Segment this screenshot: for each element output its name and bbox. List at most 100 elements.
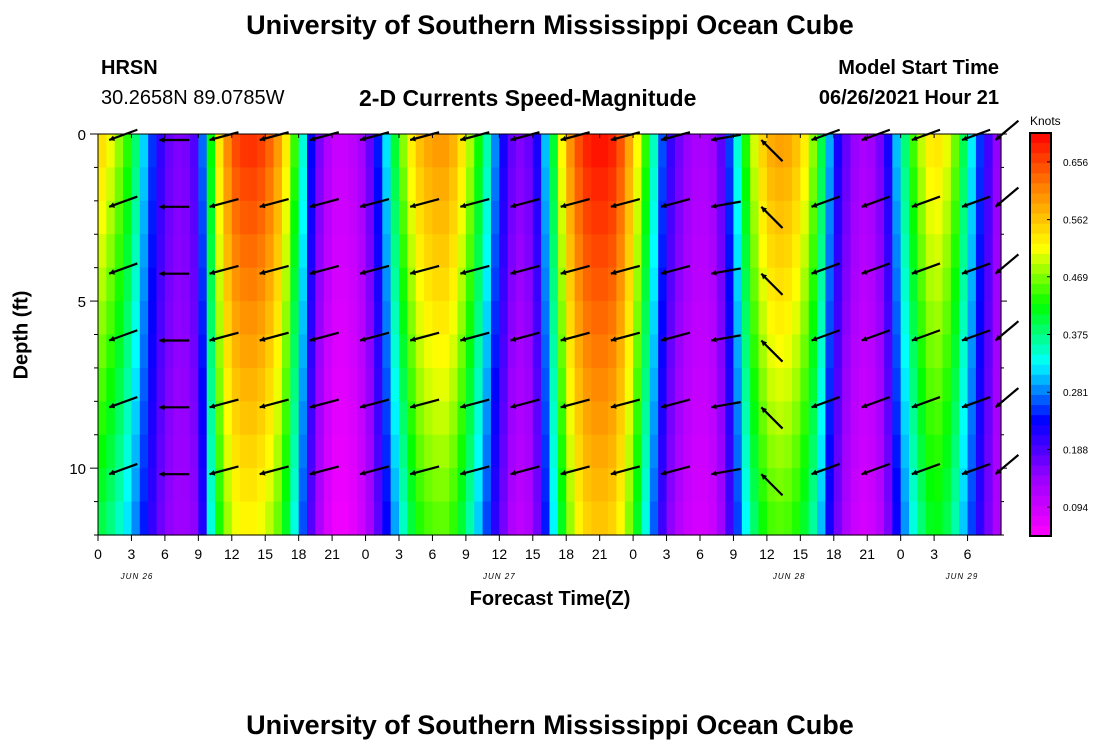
heatmap-cell — [850, 501, 860, 536]
heatmap-cell — [449, 434, 459, 469]
heatmap-cell — [449, 401, 459, 436]
heatmap-cell — [223, 468, 233, 503]
heatmap-cell — [950, 401, 960, 436]
heatmap-cell — [123, 501, 133, 536]
heatmap-cell — [733, 401, 743, 436]
vector-arrowhead — [711, 336, 717, 343]
heatmap-cell — [223, 167, 233, 202]
heatmap-cell — [424, 134, 434, 169]
x-tick-label: 9 — [194, 546, 202, 562]
heatmap-cell — [114, 134, 124, 169]
heatmap-cell — [758, 334, 768, 369]
heatmap-cell — [566, 267, 576, 302]
heatmap-cell — [357, 468, 367, 503]
heatmap-cell — [674, 167, 684, 202]
heatmap-cell — [240, 134, 250, 169]
heatmap-cell — [900, 301, 910, 336]
heatmap-cell — [808, 301, 818, 336]
heatmap-cell — [591, 434, 601, 469]
heatmap-cell — [917, 367, 927, 402]
heatmap-cell — [942, 334, 952, 369]
y-tick-label: 0 — [78, 127, 86, 144]
heatmap-cell — [390, 501, 400, 536]
vector-arrowhead — [109, 469, 116, 476]
heatmap-cell — [399, 301, 408, 336]
heatmap-cell — [750, 434, 760, 469]
heatmap-cell — [507, 267, 517, 302]
heatmap-cell — [925, 134, 935, 169]
vector-arrowhead — [811, 402, 818, 409]
y-axis: 0 5 10 — [69, 127, 1007, 536]
heatmap-cell — [833, 468, 843, 503]
model-start-time: 06/26/2021 Hour 21 — [818, 87, 999, 109]
heatmap-cell — [616, 167, 626, 202]
heatmap-cell — [424, 401, 434, 436]
heatmap-cell — [942, 468, 952, 503]
heatmap-cell — [591, 167, 601, 202]
vector-arrowhead — [510, 135, 517, 142]
heatmap-cell — [449, 234, 459, 269]
heatmap-cell — [791, 334, 801, 369]
heatmap-cell — [917, 434, 927, 469]
heatmap-cell — [892, 234, 902, 269]
heatmap-cell — [750, 200, 760, 235]
heatmap-cell — [256, 334, 266, 369]
vector-arrowhead — [359, 269, 366, 276]
vector-arrowhead — [259, 403, 266, 409]
heatmap-cell — [457, 434, 467, 469]
heatmap-cell — [281, 367, 291, 402]
heatmap-cell — [883, 401, 893, 436]
x-tick-label: 6 — [429, 546, 437, 562]
heatmap-cell — [700, 200, 709, 235]
heatmap-cell — [975, 267, 985, 302]
heatmap-cell — [700, 334, 709, 369]
heatmap-cell — [181, 234, 191, 269]
heatmap-cell — [499, 434, 509, 469]
vector-arrowhead — [159, 203, 165, 210]
heatmap-cell — [925, 334, 935, 369]
heatmap-cell — [833, 134, 843, 169]
heatmap-cell — [649, 200, 659, 235]
heatmap-cell — [833, 301, 843, 336]
heatmap-cell — [357, 134, 367, 169]
heatmap-cell — [281, 501, 291, 536]
heatmap-cell — [700, 234, 709, 269]
heatmap-cell — [909, 301, 918, 336]
heatmap-cell — [440, 501, 450, 536]
heatmap-cell — [925, 401, 935, 436]
vector-arrowhead — [761, 140, 768, 146]
x-tick-label: 21 — [592, 546, 608, 562]
heatmap-cell — [131, 334, 141, 369]
heatmap-cell — [198, 434, 208, 469]
heatmap-cell — [975, 134, 985, 169]
heatmap-cell — [733, 367, 743, 402]
vector-arrowhead — [259, 202, 266, 209]
heatmap-cell — [524, 401, 534, 436]
heatmap-cell — [566, 301, 576, 336]
heatmap-cell — [959, 334, 969, 369]
vector-arrowhead — [660, 135, 667, 142]
heatmap-cell — [98, 401, 107, 436]
heatmap-cell — [98, 501, 107, 536]
heatmap-cell — [231, 134, 241, 169]
heatmap-cell — [934, 434, 944, 469]
heatmap-cell — [231, 468, 241, 503]
heatmap-cell — [858, 468, 868, 503]
heatmap-cell — [992, 334, 1002, 369]
heatmap-cell — [507, 167, 517, 202]
heatmap-cell — [825, 301, 835, 336]
heatmap-cell — [557, 301, 567, 336]
heatmap-cell — [842, 134, 852, 169]
heatmap-cell — [725, 468, 735, 503]
colorbar-tick-label: 0.094 — [1063, 503, 1088, 514]
heatmap-cell — [482, 401, 492, 436]
heatmap-cell — [825, 200, 835, 235]
heatmap-cell — [858, 367, 868, 402]
heatmap-cell — [967, 468, 977, 503]
heatmap-cell — [791, 434, 801, 469]
heatmap-cell — [875, 167, 885, 202]
heatmap-cell — [599, 401, 609, 436]
heatmap-cell — [315, 200, 325, 235]
heatmap-cell — [733, 234, 743, 269]
heatmap-cell — [725, 334, 735, 369]
